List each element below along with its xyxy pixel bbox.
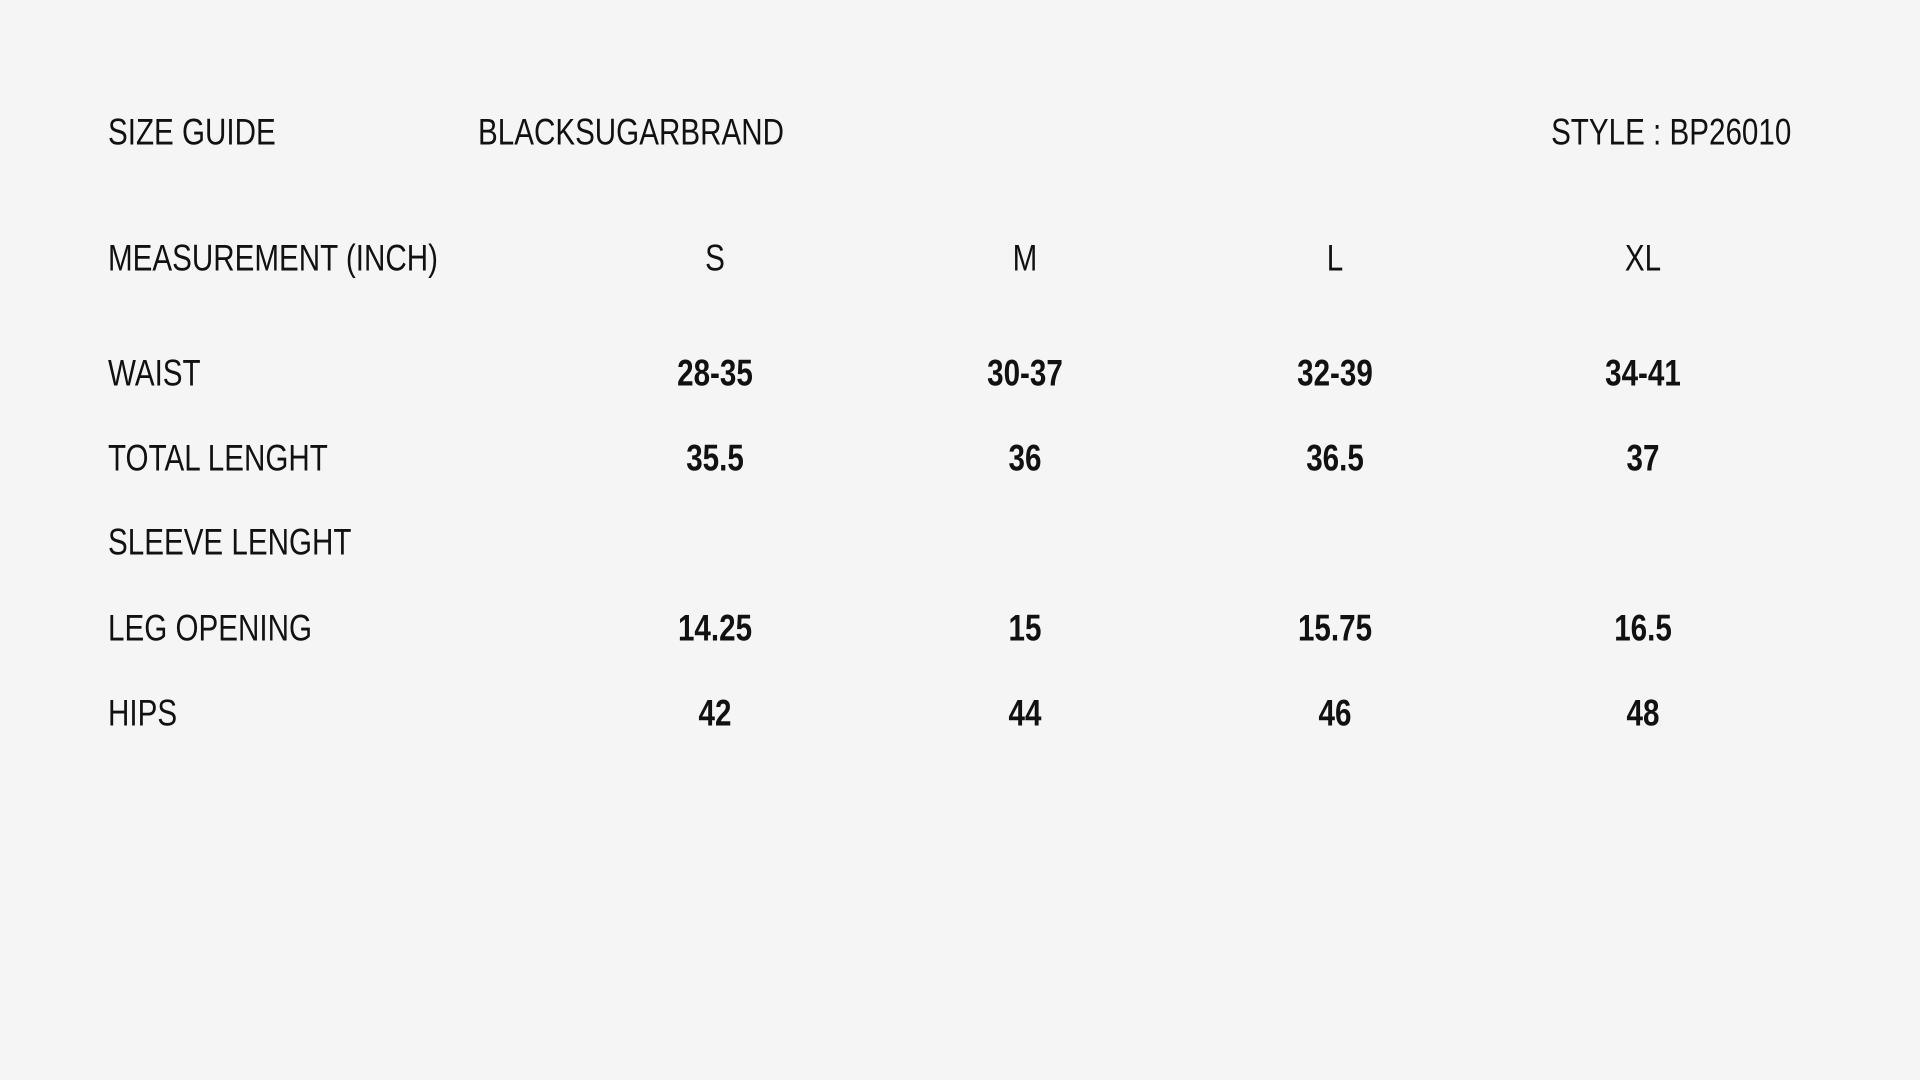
cell-value: 32-39 xyxy=(1297,352,1373,394)
cell-value: 35.5 xyxy=(686,437,744,479)
row-label: LEG OPENING xyxy=(108,607,312,649)
cell-value: 36.5 xyxy=(1306,437,1364,479)
row-label: WAIST xyxy=(108,352,201,394)
cell-value: 14.25 xyxy=(677,607,753,649)
row-label: SLEEVE LENGHT xyxy=(108,521,352,563)
cell-value: 30-37 xyxy=(987,352,1063,394)
size-header-m: M xyxy=(1012,237,1038,279)
cell-value: 16.5 xyxy=(1614,607,1672,649)
size-header-l: L xyxy=(1326,237,1344,279)
cell-value: 15 xyxy=(1008,607,1042,649)
row-label: HIPS xyxy=(108,692,178,734)
style-code: STYLE : BP26010 xyxy=(1550,111,1791,153)
cell-value: 42 xyxy=(698,692,732,734)
page-title: SIZE GUIDE xyxy=(108,111,276,153)
size-header-s: S xyxy=(705,237,725,279)
measurement-header: MEASUREMENT (INCH) xyxy=(108,237,438,279)
row-label: TOTAL LENGHT xyxy=(108,437,328,479)
cell-value: 37 xyxy=(1626,437,1660,479)
cell-value: 46 xyxy=(1318,692,1352,734)
cell-value: 44 xyxy=(1008,692,1042,734)
cell-value: 15.75 xyxy=(1297,607,1373,649)
cell-value: 36 xyxy=(1008,437,1042,479)
cell-value: 48 xyxy=(1626,692,1660,734)
cell-value: 34-41 xyxy=(1605,352,1681,394)
cell-value: 28-35 xyxy=(677,352,753,394)
brand-name: BLACKSUGARBRAND xyxy=(478,111,784,153)
size-header-xl: XL xyxy=(1624,237,1662,279)
